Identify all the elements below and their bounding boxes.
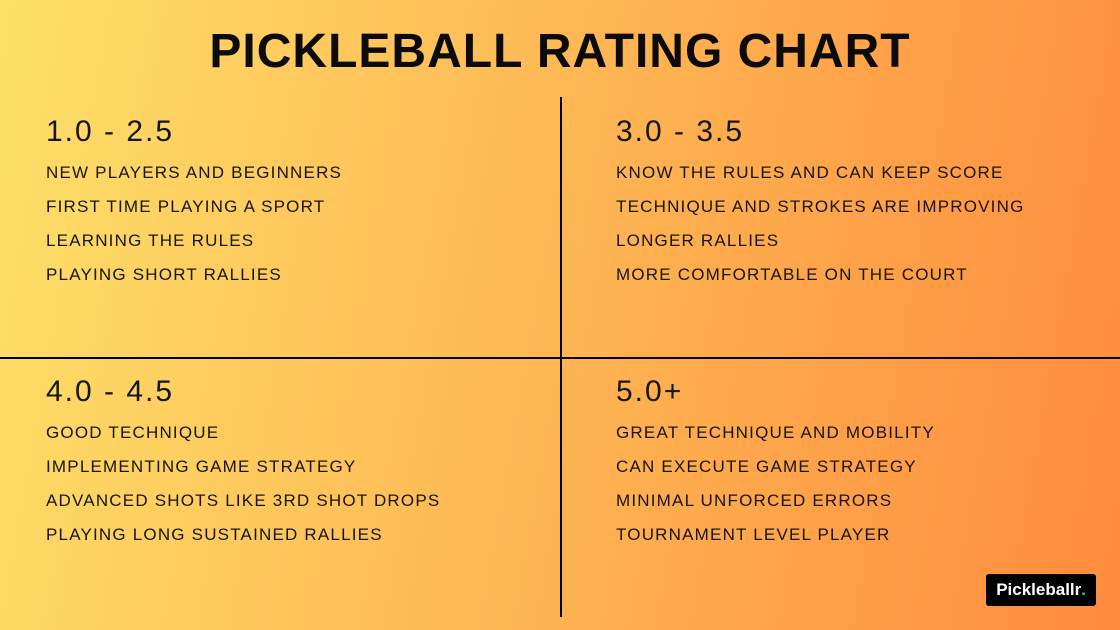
list-item: LEARNING THE RULES [46,231,520,251]
list-item: KNOW THE RULES AND CAN KEEP SCORE [616,163,1080,183]
list-item: FIRST TIME PLAYING A SPORT [46,197,520,217]
list-item: GOOD TECHNIQUE [46,423,520,443]
list-item: PLAYING SHORT RALLIES [46,265,520,285]
list-item: TECHNIQUE AND STROKES ARE IMPROVING [616,197,1080,217]
quadrant-4-0-4-5: 4.0 - 4.5 GOOD TECHNIQUE IMPLEMENTING GA… [0,357,560,617]
list-item: NEW PLAYERS AND BEGINNERS [46,163,520,183]
list-item: IMPLEMENTING GAME STRATEGY [46,457,520,477]
list-item: TOURNAMENT LEVEL PLAYER [616,525,1080,545]
list-item: PLAYING LONG SUSTAINED RALLIES [46,525,520,545]
descriptor-list: GOOD TECHNIQUE IMPLEMENTING GAME STRATEG… [46,423,520,545]
descriptor-list: NEW PLAYERS AND BEGINNERS FIRST TIME PLA… [46,163,520,285]
range-label: 1.0 - 2.5 [46,115,520,149]
brand-dot-icon: . [1081,580,1086,599]
page-title: PICKLEBALL RATING CHART [0,24,1120,79]
quadrant-3-0-3-5: 3.0 - 3.5 KNOW THE RULES AND CAN KEEP SC… [560,97,1120,357]
horizontal-divider [0,357,1120,359]
descriptor-list: KNOW THE RULES AND CAN KEEP SCORE TECHNI… [616,163,1080,285]
list-item: ADVANCED SHOTS LIKE 3RD SHOT DROPS [46,491,520,511]
range-label: 5.0+ [616,375,1080,409]
range-label: 4.0 - 4.5 [46,375,520,409]
brand-badge: Pickleballr. [986,574,1096,606]
range-label: 3.0 - 3.5 [616,115,1080,149]
descriptor-list: GREAT TECHNIQUE AND MOBILITY CAN EXECUTE… [616,423,1080,545]
brand-name: Pickleballr [996,580,1081,599]
list-item: CAN EXECUTE GAME STRATEGY [616,457,1080,477]
list-item: GREAT TECHNIQUE AND MOBILITY [616,423,1080,443]
list-item: MINIMAL UNFORCED ERRORS [616,491,1080,511]
list-item: LONGER RALLIES [616,231,1080,251]
grid-wrap: 1.0 - 2.5 NEW PLAYERS AND BEGINNERS FIRS… [0,97,1120,617]
list-item: MORE COMFORTABLE ON THE COURT [616,265,1080,285]
quadrant-1-0-2-5: 1.0 - 2.5 NEW PLAYERS AND BEGINNERS FIRS… [0,97,560,357]
chart-page: PICKLEBALL RATING CHART 1.0 - 2.5 NEW PL… [0,0,1120,630]
